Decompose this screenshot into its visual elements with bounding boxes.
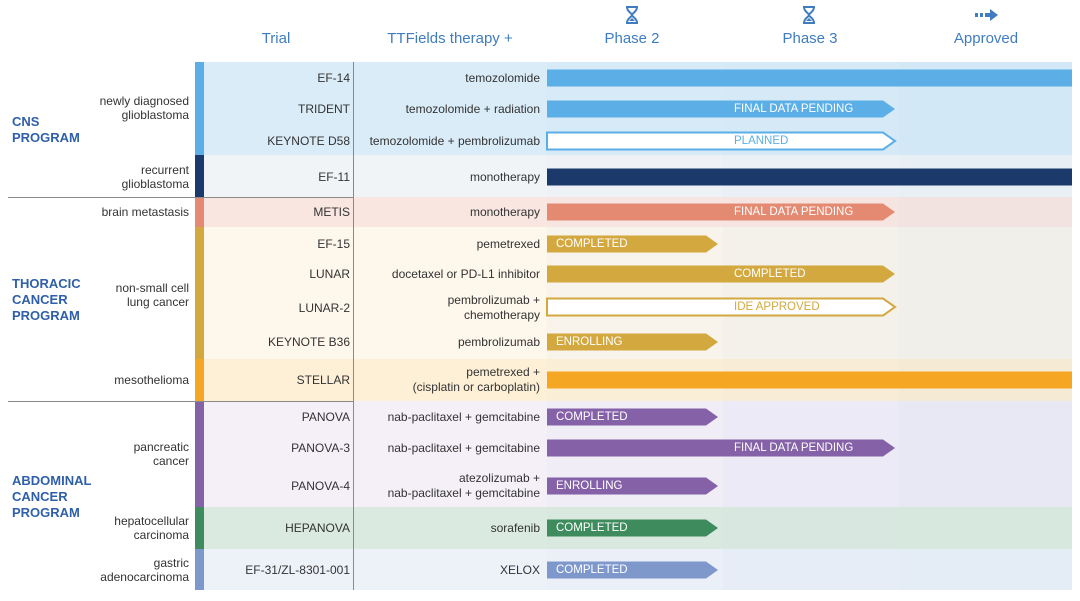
trial-progress-bar [547, 69, 1072, 87]
trial-name: STELLAR [296, 373, 350, 387]
brain-met-indicator [195, 197, 204, 227]
trial-progress-bar [546, 131, 897, 151]
therapy-name: atezolizumab + nab-paclitaxel + gemcitab… [387, 471, 540, 500]
therapy-name: docetaxel or PD-L1 inhibitor [391, 266, 540, 281]
trial-name: HEPANOVA [285, 521, 350, 535]
trial-status-label: COMPLETED [556, 564, 628, 576]
trial-status-label: FINAL DATA PENDING [734, 206, 854, 218]
trial-name: EF-14 [317, 71, 350, 85]
trial-progress-bar [547, 100, 895, 118]
therapy-name: pemetrexed + (cisplatin or carboplatin) [412, 365, 540, 394]
trial-progress-bar [547, 235, 718, 253]
trial-progress-bar [547, 477, 718, 495]
trial-name: PANOVA-3 [291, 441, 350, 455]
therapy-header: TTFields therapy + [387, 30, 513, 47]
indication-label: hepatocellular carcinoma [114, 514, 189, 542]
trial-name: TRIDENT [298, 102, 350, 116]
trial-name: LUNAR-2 [298, 301, 350, 315]
program-divider [8, 197, 354, 198]
therapy-name: temozolomide + pembrolizumab [369, 133, 540, 148]
trial-status-label: FINAL DATA PENDING [734, 442, 854, 454]
trial-progress-bar [547, 371, 1072, 389]
program-abdominal: ABDOMINAL CANCER PROGRAM [12, 473, 92, 520]
meso-indicator [195, 359, 204, 401]
indication-label: gastric adenocarcinoma [100, 556, 189, 584]
trial-progress-bar [546, 297, 897, 317]
trial-name: LUNAR [309, 267, 350, 281]
trial-progress-bar [547, 265, 895, 283]
trial-name: EF-11 [318, 170, 350, 184]
indication-label: brain metastasis [101, 205, 189, 219]
therapy-name: XELOX [499, 562, 540, 577]
hcc-indicator [195, 507, 204, 549]
gastric-indicator [195, 549, 204, 590]
trial-progress-bar [547, 439, 895, 457]
trial-status-label: COMPLETED [556, 238, 628, 250]
trial-name: EF-15 [317, 237, 350, 251]
approved-header: Approved [953, 30, 1019, 47]
nsclc-indicator [195, 227, 204, 359]
therapy-name: temozolomide [465, 70, 540, 85]
trial-progress-bar [547, 168, 1072, 186]
therapy-name: pembrolizumab + chemotherapy [447, 293, 540, 322]
therapy-name: monotherapy [469, 204, 540, 219]
trial-status-label: FINAL DATA PENDING [734, 103, 854, 115]
rgbm-indicator [195, 155, 204, 197]
trial-name: PANOVA [301, 410, 350, 424]
trial-name: EF-31/ZL-8301-001 [245, 563, 350, 577]
indication-label: non-small cell lung cancer [115, 281, 189, 309]
trial-progress-bar [547, 408, 718, 426]
pancreatic-indicator [195, 401, 204, 507]
trial-header: Trial [261, 30, 291, 47]
trial-progress-bar [547, 203, 895, 221]
phase2-header: Phase 2 [604, 30, 660, 47]
trial-status-label: PLANNED [734, 135, 789, 147]
therapy-name: pembrolizumab [457, 334, 540, 349]
therapy-name: sorafenib [490, 520, 540, 535]
trial-progress-bar [547, 561, 718, 579]
therapy-name: monotherapy [469, 169, 540, 184]
trial-status-label: COMPLETED [734, 268, 806, 280]
hourglass-icon [803, 6, 815, 24]
program-divider [8, 401, 354, 402]
therapy-name: pemetrexed [476, 236, 540, 251]
trial-status-label: ENROLLING [556, 480, 623, 492]
trial-status-label: ENROLLING [556, 336, 623, 348]
indication-label: newly diagnosed glioblastoma [99, 94, 189, 122]
trial-status-label: IDE APPROVED [734, 301, 820, 313]
trial-name: METIS [313, 205, 350, 219]
program-cns: CNS PROGRAM [12, 114, 80, 145]
phase3-header: Phase 3 [782, 30, 838, 47]
cns-indicator [195, 62, 204, 155]
indication-label: pancreatic cancer [133, 440, 189, 468]
hourglass-icon [626, 6, 638, 24]
trial-name: PANOVA-4 [291, 479, 350, 493]
therapy-name: temozolomide + radiation [405, 101, 540, 116]
trial-therapy-divider [353, 62, 354, 590]
indication-label: mesothelioma [114, 373, 189, 387]
trial-progress-bar [547, 333, 718, 351]
therapy-name: nab-paclitaxel + gemcitabine [387, 409, 540, 424]
indication-label: recurrent glioblastoma [121, 163, 189, 191]
arrow-right-icon [975, 9, 998, 21]
trial-name: KEYNOTE D58 [267, 134, 350, 148]
trial-status-label: COMPLETED [556, 522, 628, 534]
trial-name: KEYNOTE B36 [267, 335, 350, 349]
therapy-name: nab-paclitaxel + gemcitabine [387, 440, 540, 455]
program-thoracic: THORACIC CANCER PROGRAM [12, 276, 81, 323]
trial-status-label: COMPLETED [556, 411, 628, 423]
trial-progress-bar [547, 519, 718, 537]
